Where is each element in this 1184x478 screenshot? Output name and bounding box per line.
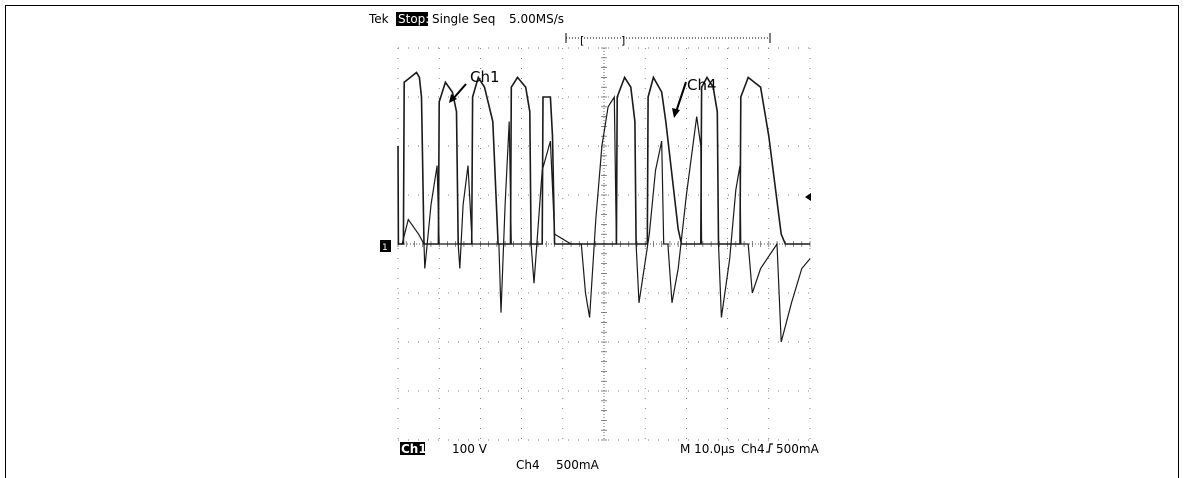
- brand-label: Tek: [368, 12, 389, 26]
- ch1-ground-marker: [380, 240, 391, 252]
- ch1-annotation-arrowhead-icon: [449, 94, 457, 103]
- timebase-label: M 10.0µs: [680, 442, 735, 456]
- record-window-marker: ]: [621, 34, 625, 47]
- ch1-ground-marker-label: 1: [382, 243, 388, 253]
- ch4-annotation-arrowhead-icon: [672, 108, 680, 118]
- trigger-level-arrow-icon: [805, 193, 811, 201]
- figure-frame: [5, 5, 1179, 478]
- ch4-annotation-arrow: [675, 81, 687, 113]
- ch4-annotation: Ch4: [687, 76, 717, 94]
- ch1-annotation: Ch1: [470, 68, 500, 86]
- ch4-trace: [398, 94, 811, 343]
- acquisition-mode-label: Single Seq: [432, 12, 495, 26]
- ch1-footer-badge: [400, 442, 425, 455]
- ch4-footer-label: Ch4: [516, 458, 540, 472]
- trigger-level-label: 500mA: [776, 442, 820, 456]
- ch4-scale-label: 500mA: [556, 458, 600, 472]
- rising-edge-icon: [766, 443, 773, 453]
- record-position-bar: [ ]: [565, 33, 771, 47]
- ch1-trace: [397, 71, 810, 245]
- trigger-source-label: Ch4: [741, 442, 765, 456]
- ch1-footer-label: Ch1: [401, 442, 427, 456]
- sample-rate-label: 5.00MS/s: [509, 12, 564, 26]
- trigger-position-marker: [: [580, 34, 584, 47]
- ch1-scale-label: 100 V: [452, 442, 488, 456]
- run-state-label: Stop:: [398, 12, 429, 26]
- run-state-badge: [396, 12, 428, 26]
